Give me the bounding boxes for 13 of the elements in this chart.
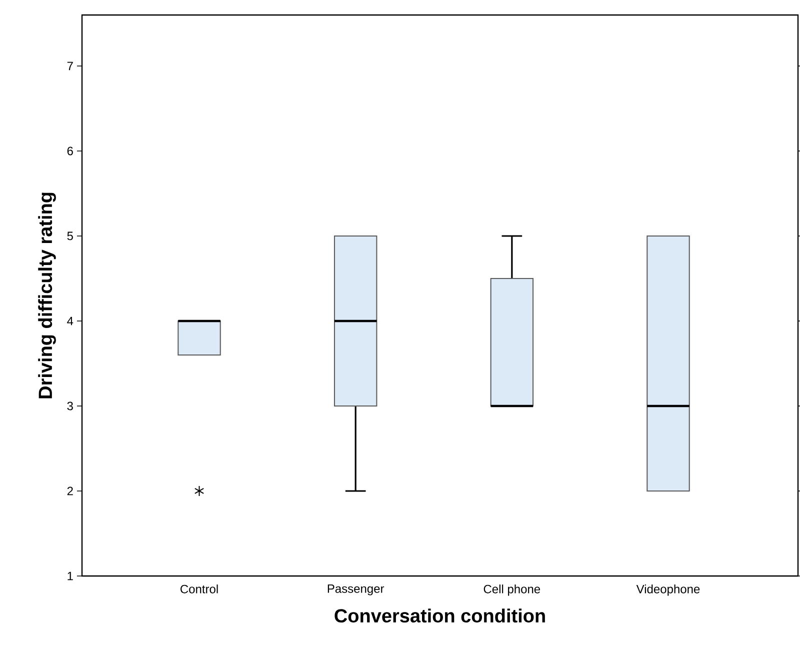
y-tick-label: 3 xyxy=(67,402,73,410)
x-axis-title: Conversation condition xyxy=(334,608,545,623)
y-tick-label: 5 xyxy=(67,232,73,240)
y-tick-label: 6 xyxy=(67,146,73,156)
y-tick-label: 1 xyxy=(68,572,73,580)
x-tick-label: Control xyxy=(180,584,218,594)
y-axis-title: Driving difficulty rating xyxy=(38,192,56,398)
y-tick-label: 7 xyxy=(67,62,73,70)
x-tick-label: Passenger xyxy=(328,584,384,596)
x-tick-label: Videophone xyxy=(636,584,700,596)
y-tick-label: 2 xyxy=(67,486,73,496)
x-tick-label: Cell phone xyxy=(484,584,540,596)
y-tick-label: 4 xyxy=(67,316,74,326)
